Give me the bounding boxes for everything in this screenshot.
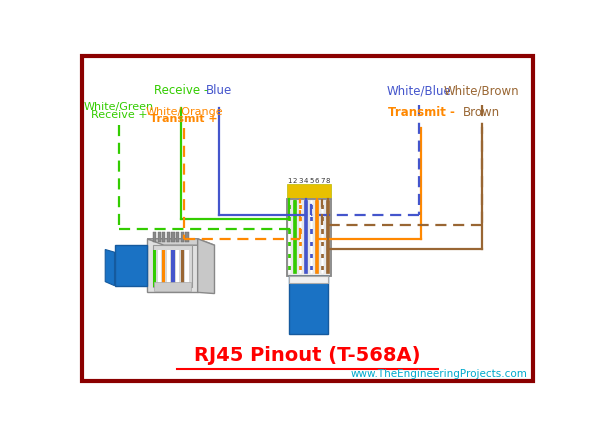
Bar — [287, 217, 291, 222]
Bar — [287, 201, 291, 274]
Bar — [299, 217, 302, 222]
Text: 7: 7 — [320, 177, 325, 183]
Polygon shape — [105, 250, 115, 286]
Bar — [167, 233, 170, 243]
Bar — [315, 201, 319, 274]
Bar — [299, 266, 302, 271]
Bar — [287, 242, 291, 247]
Bar — [310, 205, 313, 210]
Bar — [310, 201, 313, 274]
Bar — [154, 283, 191, 291]
Bar — [304, 201, 308, 274]
Bar — [299, 230, 302, 234]
Text: 4: 4 — [304, 177, 308, 183]
Text: Transmit +: Transmit + — [151, 114, 218, 124]
Bar — [299, 201, 302, 274]
Text: White/Green: White/Green — [84, 102, 154, 112]
Bar — [162, 251, 166, 288]
Bar — [320, 266, 324, 271]
Bar — [287, 201, 291, 274]
Text: White/Brown: White/Brown — [444, 84, 520, 97]
Text: 8: 8 — [326, 177, 330, 183]
Text: Brown: Brown — [463, 106, 500, 119]
Bar — [147, 239, 197, 293]
Bar — [158, 233, 161, 243]
Text: 2: 2 — [293, 177, 297, 183]
Bar — [115, 246, 147, 286]
Bar — [289, 276, 328, 283]
Bar — [172, 233, 175, 243]
Bar — [304, 201, 308, 274]
Bar — [320, 201, 324, 274]
Bar — [152, 246, 192, 288]
Polygon shape — [197, 239, 215, 294]
Text: Blue: Blue — [206, 84, 232, 97]
Bar — [293, 201, 296, 274]
Bar — [320, 254, 324, 259]
Bar — [299, 242, 302, 247]
Bar — [299, 205, 302, 210]
Polygon shape — [147, 239, 215, 246]
Bar — [299, 254, 302, 259]
Bar — [326, 201, 330, 274]
Text: RJ45 Pinout (T-568A): RJ45 Pinout (T-568A) — [194, 345, 421, 364]
Text: Transmit -: Transmit - — [388, 106, 455, 119]
Bar — [320, 217, 324, 222]
Bar — [287, 205, 291, 210]
Bar — [320, 205, 324, 210]
Bar — [287, 199, 331, 276]
Bar — [181, 251, 184, 288]
Bar — [289, 276, 328, 335]
Text: www.TheEngineeringProjects.com: www.TheEngineeringProjects.com — [350, 368, 527, 378]
Bar — [287, 230, 291, 234]
Text: 3: 3 — [298, 177, 302, 183]
Text: White/Orange: White/Orange — [145, 106, 223, 116]
Bar — [287, 266, 291, 271]
Bar — [320, 230, 324, 234]
Bar — [287, 254, 291, 259]
Bar — [315, 201, 319, 274]
Bar — [158, 251, 161, 288]
Text: 5: 5 — [309, 177, 314, 183]
Bar — [185, 233, 188, 243]
Bar — [310, 266, 313, 271]
Bar — [176, 233, 179, 243]
Bar — [320, 201, 324, 274]
Bar — [162, 233, 166, 243]
Bar — [167, 251, 170, 288]
Bar — [287, 199, 331, 276]
Bar — [310, 217, 313, 222]
Bar — [185, 251, 188, 288]
Bar — [310, 230, 313, 234]
Bar — [293, 201, 296, 274]
Bar — [287, 184, 331, 199]
Text: Receive -: Receive - — [154, 84, 208, 97]
Bar — [181, 233, 184, 243]
Bar — [153, 233, 156, 243]
Text: Receive +: Receive + — [91, 110, 148, 120]
Bar — [153, 251, 156, 288]
Bar — [176, 251, 179, 288]
Bar — [172, 251, 175, 288]
Text: 6: 6 — [314, 177, 319, 183]
Text: White/Blue: White/Blue — [387, 84, 451, 97]
Bar — [310, 201, 313, 274]
Bar — [326, 201, 330, 274]
Text: 1: 1 — [287, 177, 292, 183]
Bar — [299, 201, 302, 274]
Bar — [320, 242, 324, 247]
Bar — [310, 242, 313, 247]
Bar — [310, 254, 313, 259]
